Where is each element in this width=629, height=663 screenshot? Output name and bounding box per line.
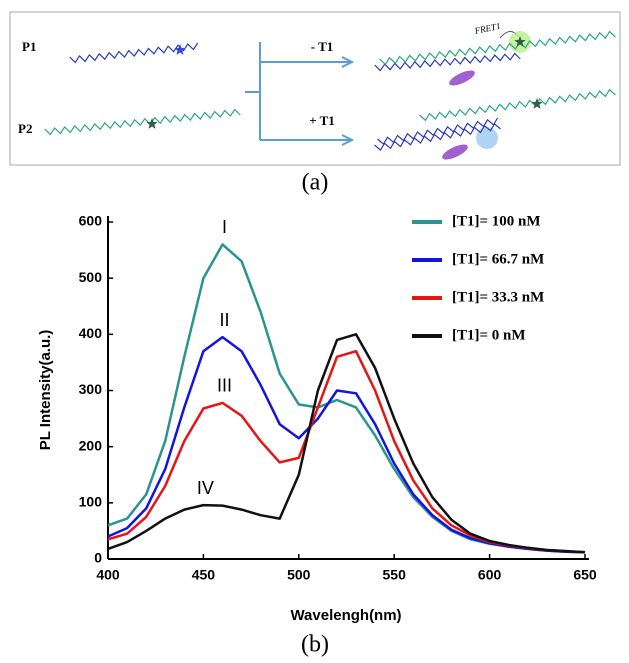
fluorophore: [442, 144, 468, 160]
x-tick-label: 400: [96, 567, 120, 583]
dye: [146, 118, 158, 129]
x-axis-title: Wavelengh(nm): [290, 607, 401, 624]
legend-label: [T1]= 66.7 nM: [452, 251, 544, 267]
x-tick-label: 550: [383, 567, 407, 583]
x-tick-label: 450: [192, 567, 216, 583]
y-tick-label: 500: [79, 269, 103, 285]
strand-label: P2: [18, 121, 32, 136]
y-tick-label: 600: [79, 213, 103, 229]
dye: [514, 36, 526, 47]
series-line: [107, 333, 586, 554]
condition-label: - T1: [311, 39, 334, 54]
strand: [44, 108, 241, 136]
curve-label: II: [219, 310, 229, 330]
x-tick-label: 650: [573, 567, 597, 583]
dye: [531, 98, 543, 109]
series-line: [107, 335, 586, 554]
arrows: [260, 56, 355, 146]
legend-label: [T1]= 33.3 nM: [452, 289, 544, 305]
legend-label: [T1]= 0 nM: [452, 327, 526, 343]
dye: [174, 44, 186, 55]
bracket: [245, 42, 261, 140]
x-tick-label: 600: [478, 567, 502, 583]
condition-label: + T1: [309, 113, 335, 128]
strand: [69, 42, 199, 64]
strand: [379, 30, 616, 66]
caption: (b): [301, 632, 329, 658]
y-tick-label: 200: [79, 437, 103, 453]
glow: [476, 127, 498, 149]
x-tick-label: 500: [287, 567, 311, 583]
strand-label: P1: [22, 39, 36, 54]
y-tick-label: 100: [79, 494, 103, 510]
y-axis-title: PL Intensity(a.u.): [37, 330, 54, 451]
curve-label: III: [217, 376, 232, 396]
y-tick-label: 0: [94, 550, 102, 566]
y-tick-label: 300: [79, 381, 103, 397]
strand: [374, 52, 521, 72]
curve-label: I: [222, 217, 227, 237]
strand: [374, 122, 501, 152]
diagram-frame: [9, 11, 621, 166]
caption: (a): [302, 170, 329, 196]
y-tick-label: 400: [79, 325, 103, 341]
fluorophore: [449, 70, 475, 86]
strand: [377, 117, 499, 146]
curve-label: IV: [197, 478, 214, 498]
legend-label: [T1]= 100 nM: [452, 213, 541, 229]
strand: [419, 88, 616, 122]
diagram: P1 P2 - T1 + T1 FRET1: [18, 21, 616, 160]
